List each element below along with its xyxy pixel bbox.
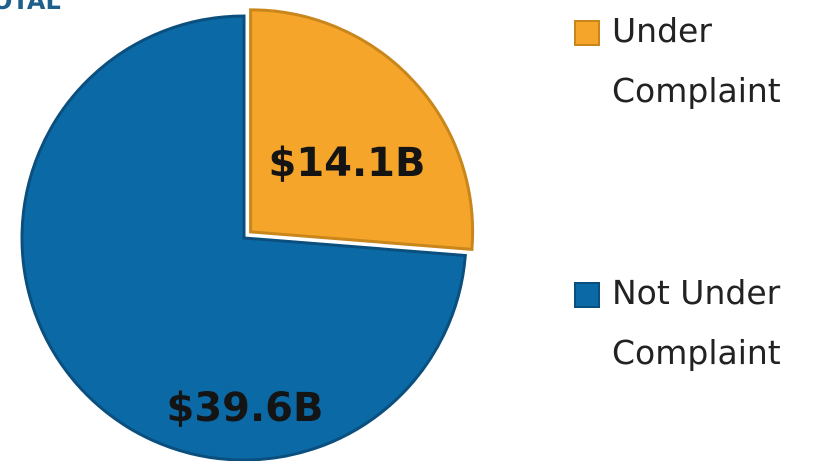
pie-slice (20, 14, 467, 461)
legend-label: Under Complaint (612, 11, 781, 110)
pie-slice (249, 8, 475, 252)
legend-swatch (574, 20, 600, 46)
chart-title: OTAL (0, 0, 61, 15)
data-label: $39.6B (166, 385, 323, 431)
legend-label: Not Under Complaint (612, 273, 781, 372)
data-label: $14.1B (268, 140, 425, 186)
legend-swatch (574, 282, 600, 308)
